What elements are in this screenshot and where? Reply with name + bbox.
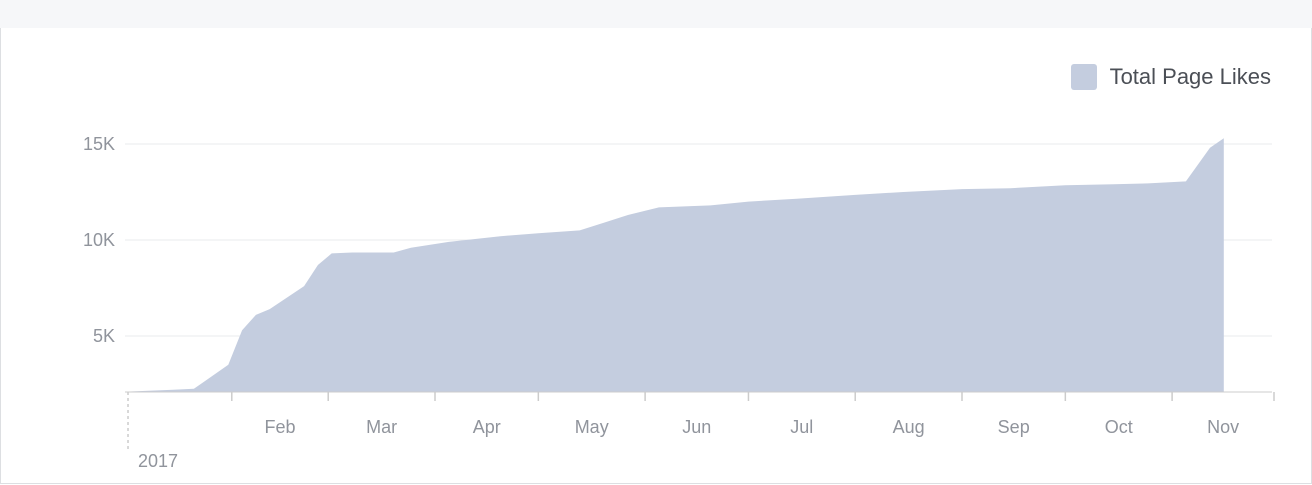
- x-tick-label: Jun: [682, 417, 711, 437]
- x-tick-label: Feb: [264, 417, 295, 437]
- x-tick-label: Apr: [473, 417, 501, 437]
- x-axis: [125, 391, 1275, 452]
- tick-labels: 5K 10K 15K 2017 Feb Mar Apr May Jun Jul Aug Sep Oct N…: [83, 134, 1239, 471]
- y-tick-label: 10K: [83, 230, 115, 250]
- x-tick-label: Oct: [1105, 417, 1133, 437]
- x-tick-label: May: [575, 417, 609, 437]
- legend-label: Total Page Likes: [1109, 64, 1271, 89]
- x-year-label: 2017: [138, 451, 178, 471]
- x-tick-label: Sep: [998, 417, 1030, 437]
- y-tick-label: 15K: [83, 134, 115, 154]
- area-series: [125, 138, 1224, 392]
- x-tick-label: Jul: [790, 417, 813, 437]
- chart-legend: Total Page Likes: [1070, 64, 1271, 90]
- x-tick-label: Mar: [366, 417, 397, 437]
- legend-swatch: [1070, 64, 1097, 90]
- area-total-page-likes: [125, 138, 1224, 392]
- x-tick-label: Nov: [1207, 417, 1239, 437]
- x-tick-label: Aug: [893, 417, 925, 437]
- y-tick-label: 5K: [93, 326, 115, 346]
